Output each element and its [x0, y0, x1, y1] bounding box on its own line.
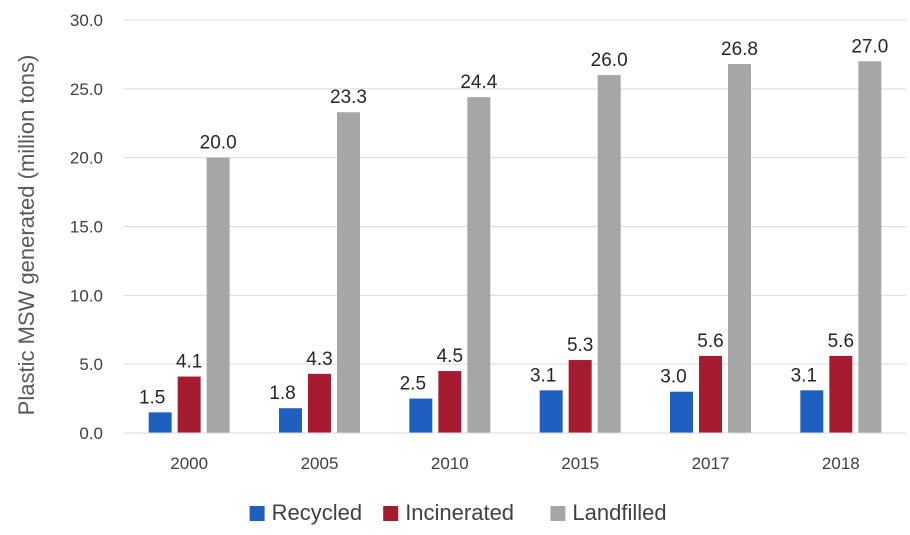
data-label-incinerated-2017: 5.6: [697, 331, 723, 352]
y-axis-ticks: 0.0 5.0 10.0 15.0 20.0 25.0 30.0: [70, 11, 103, 443]
data-label-incinerated-2010: 4.5: [437, 346, 463, 367]
x-tick-label: 2017: [692, 454, 730, 473]
data-labels: 1.5 4.1 20.0 1.8 4.3 23.3 2.5 4.5 24.4 3.1 5.3 26.0…: [139, 36, 888, 408]
y-tick-label: 30.0: [70, 11, 103, 30]
bar-landfilled-2018: [858, 61, 882, 434]
bar-recycled-2018: [800, 390, 824, 433]
bar-recycled-2005: [279, 408, 302, 433]
bar-incinerated-2000: [177, 376, 201, 433]
legend-label-incinerated: Incinerated: [405, 500, 514, 525]
data-label-incinerated-2018: 5.6: [828, 331, 854, 352]
y-tick-label: 15.0: [70, 218, 103, 237]
x-tick-label: 2000: [170, 454, 208, 473]
bar-incinerated-2018: [829, 355, 853, 433]
bar-recycled-2015: [539, 390, 563, 433]
data-label-landfilled-2018: 27.0: [851, 36, 888, 57]
x-tick-label: 2005: [301, 454, 339, 473]
bar-incinerated-2017: [699, 355, 722, 433]
legend-swatch-recycled: [249, 506, 265, 521]
bar-landfilled-2017: [728, 64, 751, 433]
data-label-incinerated-2000: 4.1: [176, 352, 202, 373]
data-label-landfilled-2000: 20.0: [200, 133, 237, 154]
data-label-recycled-2005: 1.8: [269, 383, 295, 404]
bar-incinerated-2015: [568, 360, 592, 433]
y-axis-label: Plastic MSW generated (million tons): [14, 55, 39, 416]
data-label-landfilled-2010: 24.4: [460, 72, 497, 93]
x-tick-label: 2018: [822, 454, 860, 473]
data-label-recycled-2000: 1.5: [139, 387, 165, 408]
y-tick-label: 10.0: [70, 286, 103, 305]
data-label-landfilled-2005: 23.3: [330, 87, 367, 108]
x-tick-label: 2010: [431, 454, 469, 473]
legend-swatch-incinerated: [383, 506, 399, 521]
y-tick-label: 25.0: [70, 80, 103, 99]
y-tick-label: 5.0: [79, 355, 103, 374]
legend-label-recycled: Recycled: [272, 500, 362, 525]
bar-landfilled-2000: [206, 157, 230, 433]
data-label-incinerated-2015: 5.3: [567, 335, 593, 356]
bar-recycled-2017: [670, 391, 693, 433]
data-label-recycled-2015: 3.1: [530, 365, 556, 386]
bar-landfilled-2015: [597, 75, 621, 434]
y-tick-label: 20.0: [70, 149, 103, 168]
data-label-incinerated-2005: 4.3: [306, 349, 332, 370]
data-label-recycled-2017: 3.0: [660, 367, 686, 388]
legend: Recycled Incinerated Landfilled: [249, 500, 667, 525]
data-label-landfilled-2015: 26.0: [591, 50, 628, 71]
bar-landfilled-2010: [467, 97, 491, 434]
data-label-landfilled-2017: 26.8: [721, 39, 758, 60]
bar-incinerated-2010: [438, 371, 462, 433]
bar-recycled-2000: [148, 412, 172, 433]
data-label-recycled-2018: 3.1: [791, 365, 817, 386]
x-tick-label: 2015: [561, 454, 599, 473]
bar-incinerated-2005: [308, 373, 331, 433]
gridlines: [124, 19, 906, 365]
bar-landfilled-2005: [337, 112, 360, 433]
y-tick-label: 0.0: [79, 424, 103, 443]
legend-label-landfilled: Landfilled: [572, 500, 666, 525]
data-label-recycled-2010: 2.5: [400, 374, 426, 395]
bar-recycled-2010: [409, 398, 433, 433]
bars: [148, 61, 882, 434]
legend-swatch-landfilled: [550, 506, 566, 521]
x-axis-ticks: 2000 2005 2010 2015 2017 2018: [170, 454, 859, 473]
